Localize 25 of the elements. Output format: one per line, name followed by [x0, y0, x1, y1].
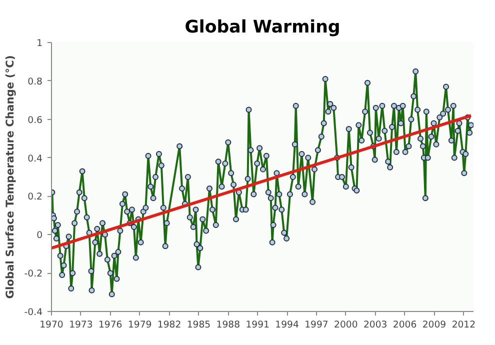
x-tick-label: 1988	[216, 320, 240, 330]
y-tick-label: 0.4	[28, 153, 43, 164]
x-tick-label: 2003	[363, 320, 388, 330]
x-tick-label: 1994	[275, 320, 299, 330]
y-tick-label: -0.2	[24, 268, 42, 280]
x-tick-label: 1970	[40, 320, 64, 330]
x-tick-label: 1997	[304, 320, 328, 330]
y-tick-label: 0.8	[28, 76, 43, 88]
x-tick-label: 1982	[157, 320, 182, 330]
y-tick-label: 0.2	[28, 192, 43, 203]
x-tick-label: 1976	[98, 320, 122, 330]
y-tick-label: 0.6	[28, 114, 43, 126]
x-tick-label: 2012	[452, 320, 476, 330]
x-tick-label: 1991	[246, 320, 270, 330]
x-tick-label: 2009	[422, 320, 446, 330]
x-tick-label: 2006	[392, 320, 417, 330]
y-axis-title: Global Surface Temperature Change (°C)	[3, 55, 16, 299]
y-tick-label: -0.4	[24, 307, 43, 318]
y-tick-label: 0	[36, 230, 43, 242]
x-tick-label: 1979	[128, 320, 152, 330]
x-tick-label: 1973	[69, 320, 93, 330]
x-tick-label: 1985	[186, 320, 211, 330]
y-tick-label: 1	[36, 38, 43, 49]
x-tick-label: 2000	[334, 320, 358, 330]
chart-title: Global Warming	[184, 18, 340, 38]
